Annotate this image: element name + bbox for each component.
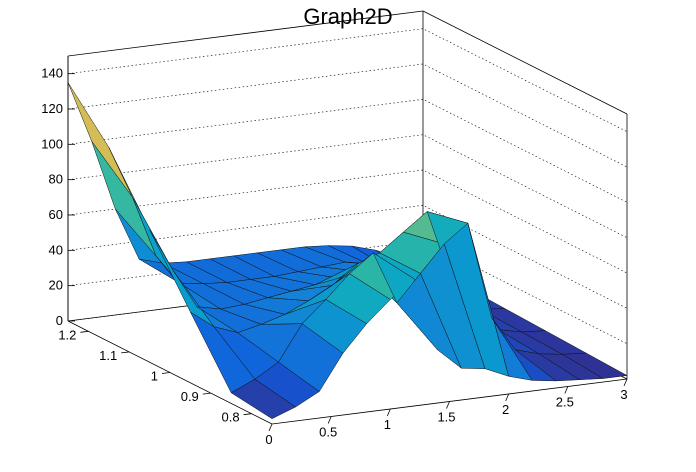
x-tick-label: 2.5: [556, 395, 574, 410]
x-tick-1: [327, 416, 332, 424]
axes: 0 20 40 60 80 100 120 140 0 0.5 1 1.5 2 2.5 3 0.8 0.9 1 1.…: [41, 56, 628, 447]
x-tick-label: 3: [620, 387, 627, 402]
y-tick-2: [161, 372, 171, 374]
frame-edge-5: [67, 10, 424, 57]
frame-edge-6: [422, 10, 628, 115]
z-gridline-7: [67, 28, 628, 132]
x-tick-6: [623, 378, 628, 387]
z-tick-label: 120: [41, 101, 63, 116]
x-tick-0: [268, 423, 273, 432]
y-tick-label: 1.2: [58, 327, 76, 342]
surface-cell: [91, 141, 157, 257]
z-gridline-5: [67, 98, 628, 203]
surface-cell: [67, 82, 133, 198]
y-tick-1: [202, 392, 211, 395]
y-tick-label: 1: [151, 369, 158, 384]
z-tick-label: 60: [49, 207, 63, 222]
y-tick-label: 1.1: [99, 348, 117, 363]
x-tick-4: [505, 393, 510, 402]
z-tick-label: 80: [49, 172, 63, 187]
surface-cell: [561, 352, 628, 379]
z-gridline-6: [67, 63, 628, 168]
x-tick-label: 0.5: [319, 425, 337, 440]
y-tick-label: 0.8: [222, 410, 240, 425]
x-tick-label: 2: [502, 402, 509, 417]
z-tick-label: 100: [41, 136, 63, 151]
x-tick-2: [386, 408, 391, 417]
z-tick-label: 0: [56, 313, 63, 328]
z-tick-label: 140: [41, 66, 63, 81]
y-tick-3: [121, 351, 130, 354]
x-tick-3: [446, 401, 450, 409]
z-tick-label: 20: [49, 278, 63, 293]
y-tick-0: [243, 413, 252, 416]
z-tick-label: 40: [49, 242, 63, 257]
y-tick-4: [80, 330, 89, 333]
y-tick-label: 0.9: [181, 389, 199, 404]
x-tick-5: [564, 386, 569, 394]
z-gridline-4: [67, 134, 628, 238]
surface-mesh: [67, 82, 628, 419]
x-tick-label: 1: [384, 417, 391, 432]
x-tick-label: 1.5: [437, 410, 455, 425]
x-tick-label: 0: [265, 432, 272, 447]
